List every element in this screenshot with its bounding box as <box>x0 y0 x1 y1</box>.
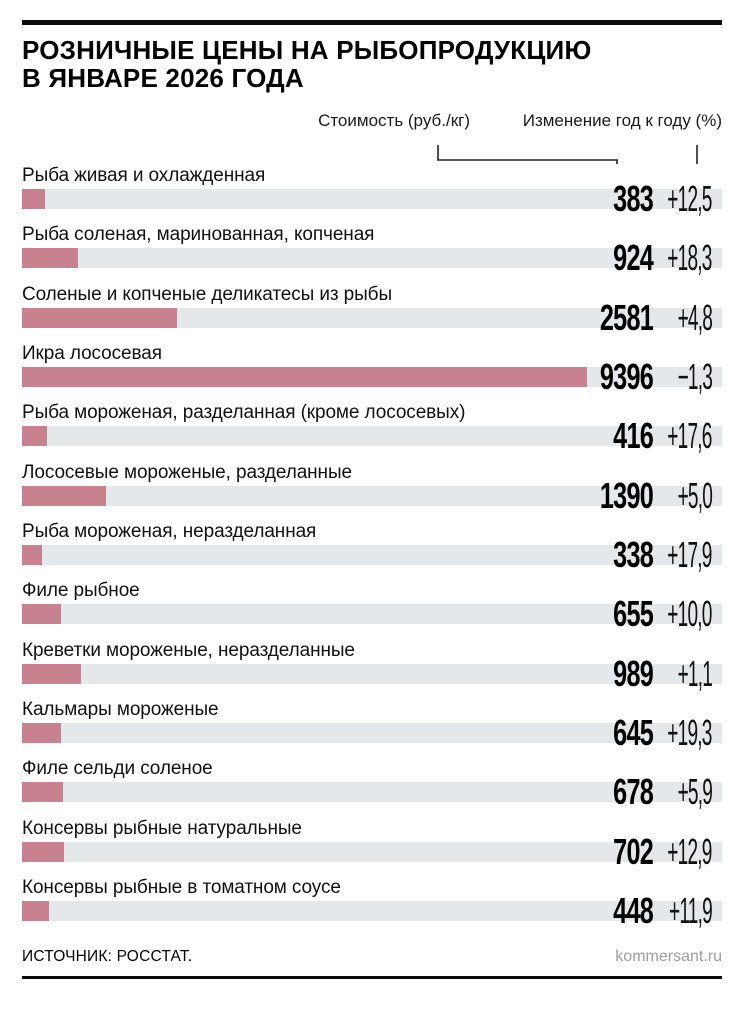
price-value: 416 <box>613 415 654 457</box>
change-value: +12,9 <box>667 830 713 872</box>
category-label: Филе сельди соленое <box>22 758 213 780</box>
column-headers: Стоимость (руб./кг) Изменение год к году… <box>22 92 722 164</box>
price-column-header: Стоимость (руб./кг) <box>318 111 470 130</box>
header-connector-lines <box>437 145 698 164</box>
change-column-header: Изменение год к году (%) <box>522 111 722 130</box>
top-rule <box>22 20 722 25</box>
category-label: Филе рыбное <box>22 580 140 602</box>
bar-track: 678 +5,9 <box>22 771 722 812</box>
bar-track: 924 +18,3 <box>22 237 722 278</box>
category-label: Креветки мороженые, неразделанные <box>22 639 355 661</box>
price-value: 645 <box>613 711 654 753</box>
price-value: 678 <box>613 771 654 813</box>
category-label: Рыба соленая, маринованная, копченая <box>22 224 375 246</box>
bar-track: 2581 +4,8 <box>22 297 722 338</box>
change-value: +1,1 <box>677 652 713 694</box>
price-bar <box>22 604 61 625</box>
change-value: +17,6 <box>667 415 713 457</box>
table-row: Икра лососевая 9396 −1,3 <box>22 342 722 401</box>
price-value: 924 <box>613 237 654 279</box>
bottom-rule <box>22 976 722 980</box>
page-title: РОЗНИЧНЫЕ ЦЕНЫ НА РЫБОПРОДУКЦИЮ В ЯНВАРЕ… <box>22 36 722 92</box>
category-label: Икра лососевая <box>22 342 162 364</box>
category-label: Рыба живая и охлажденная <box>22 165 266 186</box>
price-bar <box>22 663 81 684</box>
price-bar <box>22 900 49 921</box>
site-credit: kommersant.ru <box>615 948 722 966</box>
bar-track: 645 +19,3 <box>22 712 722 753</box>
table-row: Рыба мороженая, разделанная (кроме лосос… <box>22 401 722 460</box>
table-row: Креветки мороженые, неразделанные 989 +1… <box>22 639 722 698</box>
category-label: Консервы рыбные в томатном соусе <box>22 876 341 898</box>
table-row: Соленые и копченые деликатесы из рыбы 25… <box>22 283 722 342</box>
table-row: Консервы рыбные в томатном соусе 448 +11… <box>22 876 722 935</box>
change-value: +12,5 <box>667 178 713 219</box>
change-value: +5,9 <box>677 771 713 813</box>
change-value: +17,9 <box>667 533 713 575</box>
price-value: 702 <box>613 830 654 872</box>
category-label: Лососевые мороженые, разделанные <box>22 461 352 483</box>
bar-track: 338 +17,9 <box>22 534 722 575</box>
price-value: 338 <box>613 533 654 575</box>
price-value: 448 <box>613 889 654 931</box>
table-row: Филе сельди соленое 678 +5,9 <box>22 757 722 816</box>
bar-track: 702 +12,9 <box>22 831 722 872</box>
price-bar <box>22 485 106 506</box>
category-label: Консервы рыбные натуральные <box>22 817 302 839</box>
price-value: 655 <box>613 593 654 635</box>
price-bar <box>22 307 177 328</box>
page-title-line1: РОЗНИЧНЫЕ ЦЕНЫ НА РЫБОПРОДУКЦИЮ <box>22 35 592 65</box>
page-title-line2: В ЯНВАРЕ 2026 ГОДА <box>22 63 304 93</box>
price-value: 2581 <box>599 296 654 338</box>
category-label: Рыба мороженая, неразделанная <box>22 520 317 542</box>
table-row: Кальмары мороженые 645 +19,3 <box>22 698 722 757</box>
bar-track: 1390 +5,0 <box>22 475 722 516</box>
bar-track: 989 +1,1 <box>22 653 722 694</box>
change-value: +18,3 <box>667 237 713 279</box>
table-row: Лососевые мороженые, разделанные 1390 +5… <box>22 461 722 520</box>
change-value: +4,8 <box>677 296 713 338</box>
footer: ИСТОЧНИК: РОССТАТ. kommersant.ru <box>22 948 722 966</box>
category-label: Кальмары мороженые <box>22 698 219 720</box>
category-label: Соленые и копченые деликатесы из рыбы <box>22 283 393 305</box>
price-bar <box>22 722 61 743</box>
price-bar <box>22 426 47 447</box>
category-label: Рыба мороженая, разделанная (кроме лосос… <box>22 402 466 424</box>
change-value: −1,3 <box>677 355 713 397</box>
price-value: 9396 <box>599 355 654 397</box>
bar-track: 9396 −1,3 <box>22 356 722 397</box>
bar-track: 448 +11,9 <box>22 890 722 931</box>
table-row: Рыба мороженая, неразделанная 338 +17,9 <box>22 520 722 579</box>
price-bar <box>22 248 78 269</box>
change-value: +11,9 <box>669 889 713 931</box>
price-value: 989 <box>613 652 654 694</box>
price-bar <box>22 544 42 565</box>
price-value: 1390 <box>599 474 654 516</box>
change-value: +10,0 <box>667 593 713 635</box>
table-row: Рыба соленая, маринованная, копченая 924… <box>22 223 722 282</box>
price-value: 383 <box>613 178 654 219</box>
price-bar <box>22 841 64 862</box>
bar-chart-rows: Рыба живая и охлажденная 383 +12,5 Рыба … <box>22 164 722 935</box>
source-credit: ИСТОЧНИК: РОССТАТ. <box>22 948 193 966</box>
table-row: Филе рыбное 655 +10,0 <box>22 579 722 638</box>
price-bar <box>22 782 63 803</box>
table-row: Рыба живая и охлажденная 383 +12,5 <box>22 164 722 223</box>
price-bar <box>22 366 587 387</box>
change-value: +5,0 <box>677 474 713 516</box>
bar-track: 383 +12,5 <box>22 178 722 219</box>
change-value: +19,3 <box>667 711 713 753</box>
price-bar <box>22 189 45 209</box>
bar-track: 416 +17,6 <box>22 415 722 456</box>
bar-track: 655 +10,0 <box>22 593 722 634</box>
table-row: Консервы рыбные натуральные 702 +12,9 <box>22 817 722 876</box>
